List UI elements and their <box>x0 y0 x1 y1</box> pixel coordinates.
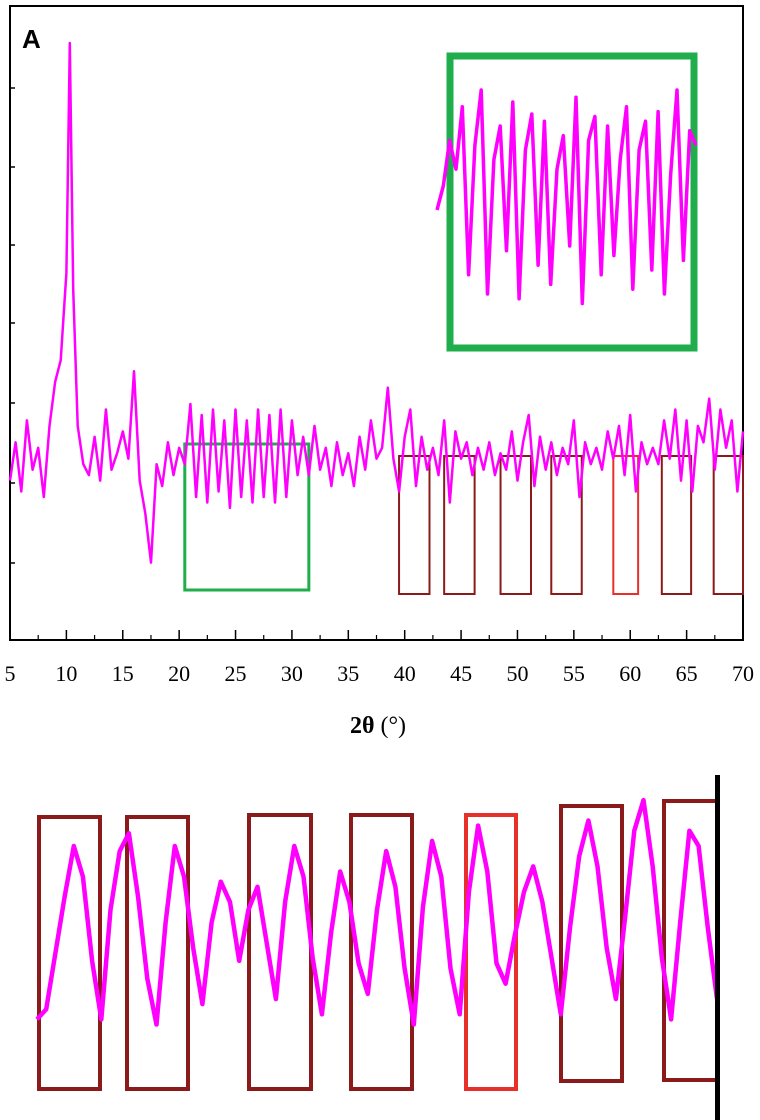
zoom-highlight-box <box>349 813 414 1091</box>
series-group <box>8 41 745 564</box>
highlight-boxes <box>183 442 744 595</box>
plot-frame <box>9 5 744 641</box>
y-axis-ticks <box>10 87 15 564</box>
highlight-box <box>499 455 532 595</box>
series-line <box>8 41 745 564</box>
inset-series-line <box>435 88 698 306</box>
zoom-highlight-box <box>125 815 190 1091</box>
panel-b-zoom <box>35 775 720 1120</box>
x-axis-title: 2θ (°) <box>350 713 406 739</box>
inset-plot <box>435 52 698 352</box>
x-axis-tick-labels: 5 10 15 20 25 30 35 40 45 50 55 60 65 70 <box>5 661 755 686</box>
highlight-box <box>660 455 693 595</box>
x-tick-label: 70 <box>732 661 754 686</box>
x-axis-title-unit: (°) <box>374 713 406 739</box>
x-tick-label: 25 <box>225 661 247 686</box>
x-tick-label: 20 <box>168 661 190 686</box>
x-tick-label: 5 <box>5 661 16 686</box>
zoom-series-line <box>35 797 720 1027</box>
x-axis-title-symbol: 2θ <box>350 713 375 739</box>
x-tick-label: 30 <box>281 661 303 686</box>
x-tick-label: 35 <box>337 661 359 686</box>
panel-a-chart: A 5 10 15 20 25 30 35 40 45 50 55 60 65 70 2θ (°) <box>5 5 755 739</box>
zoom-right-border <box>715 775 720 1120</box>
x-tick-label: 60 <box>619 661 641 686</box>
x-tick-label: 65 <box>676 661 698 686</box>
x-tick-label: 50 <box>506 661 528 686</box>
zoom-series-group <box>35 797 720 1027</box>
highlight-box <box>712 455 744 595</box>
x-axis-ticks <box>9 630 744 640</box>
x-tick-label: 45 <box>450 661 472 686</box>
zoom-highlight-boxes <box>37 799 720 1091</box>
x-tick-label: 15 <box>112 661 134 686</box>
inset-frame <box>446 52 698 352</box>
x-tick-label: 40 <box>394 661 416 686</box>
panel-label: A <box>22 24 41 54</box>
zoom-highlight-box <box>37 815 102 1091</box>
x-tick-label: 10 <box>55 661 77 686</box>
highlight-box-green <box>183 442 311 592</box>
x-tick-label: 55 <box>563 661 585 686</box>
